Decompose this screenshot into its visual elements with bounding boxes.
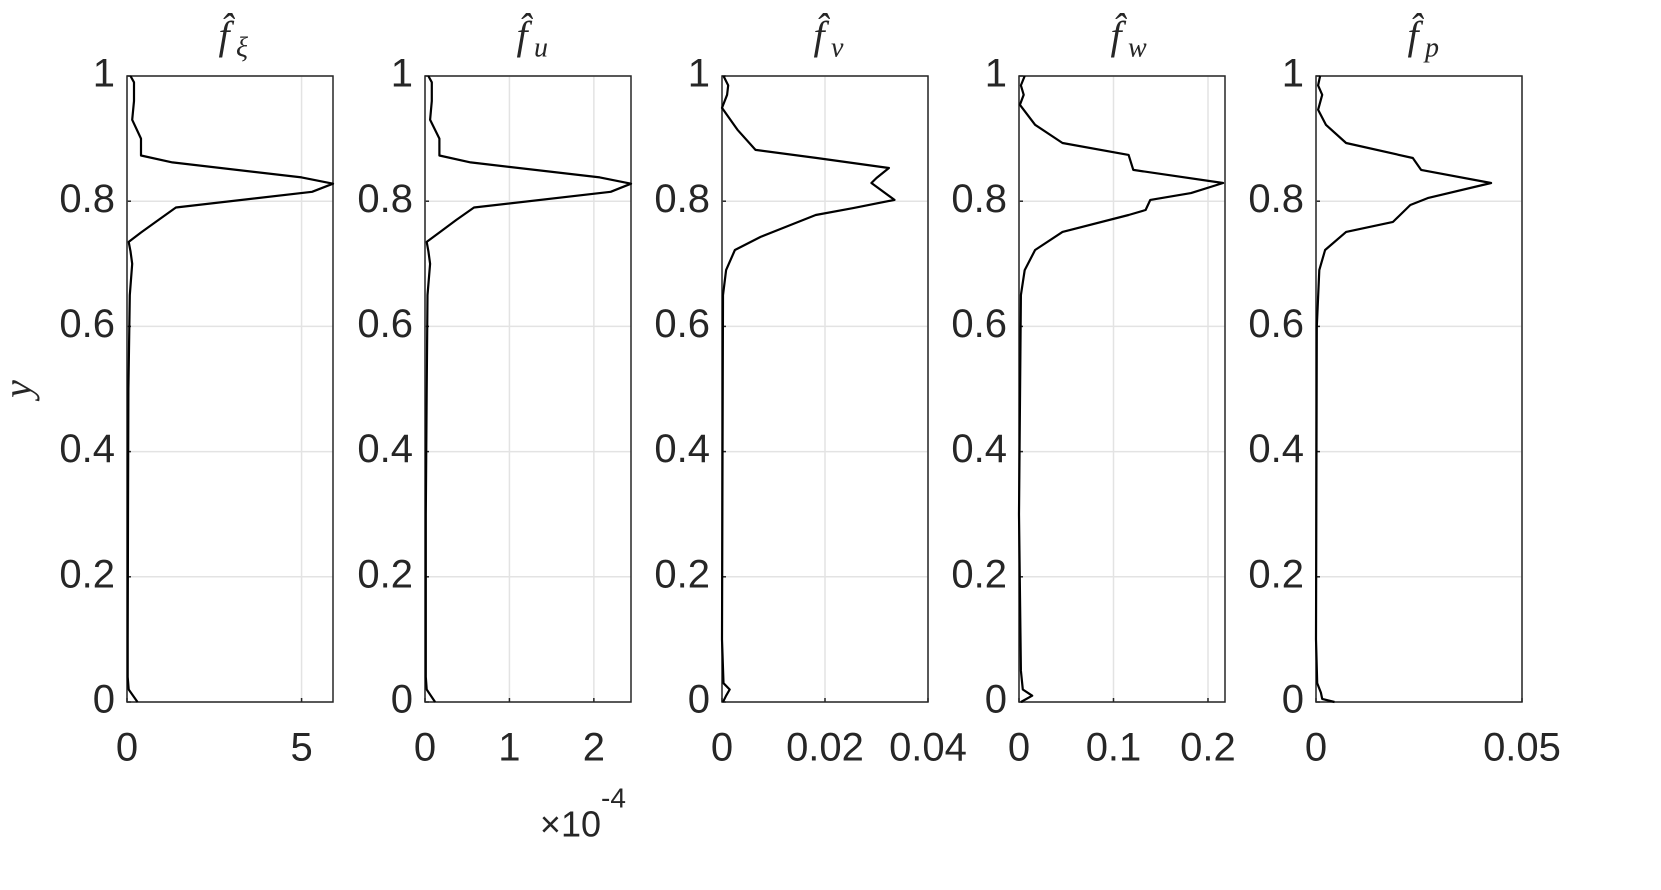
plot-area bbox=[1316, 76, 1522, 702]
y-tick-label: 0.4 bbox=[951, 427, 1007, 471]
y-tick-label: 0.6 bbox=[59, 302, 115, 346]
x-tick-label: 0 bbox=[414, 726, 436, 770]
plot-area bbox=[425, 76, 631, 702]
chart-title-subscript: u bbox=[534, 32, 548, 63]
axes-box bbox=[126, 75, 334, 703]
y-tick-label: 0.4 bbox=[654, 427, 710, 471]
y-tick-label: 0.2 bbox=[357, 552, 413, 596]
y-tick-label: 1 bbox=[1282, 52, 1304, 96]
x-tick-label: 0 bbox=[1305, 726, 1327, 770]
y-tick-label: 0 bbox=[93, 678, 115, 722]
x-tick-label: 0.04 bbox=[889, 726, 967, 770]
y-tick-label: 1 bbox=[985, 52, 1007, 96]
x-tick-label: 1 bbox=[498, 726, 520, 770]
profile-line bbox=[720, 75, 896, 703]
y-tick-label: 0.8 bbox=[654, 177, 710, 221]
x-tick-label: 0.02 bbox=[786, 726, 864, 770]
chart-title: f̂ bbox=[813, 13, 830, 58]
y-tick-label: 0 bbox=[985, 678, 1007, 722]
chart-title-subscript: w bbox=[1128, 32, 1147, 63]
x-tick-label: 0 bbox=[1008, 726, 1030, 770]
x-tick-label: 2 bbox=[583, 726, 605, 770]
y-tick-label: 0.6 bbox=[1248, 302, 1304, 346]
y-tick-label: 0.4 bbox=[1248, 427, 1304, 471]
y-tick-label: 0.8 bbox=[59, 177, 115, 221]
x-tick-label: 0.05 bbox=[1483, 726, 1561, 770]
y-tick-label: 0.8 bbox=[357, 177, 413, 221]
chart-title-subscript: v bbox=[831, 32, 844, 63]
chart-title: f̂ bbox=[218, 13, 235, 58]
profile-line bbox=[424, 75, 633, 703]
x-tick-label: 0.1 bbox=[1086, 726, 1142, 770]
y-tick-label: 0 bbox=[391, 678, 413, 722]
y-tick-label: 0.8 bbox=[1248, 177, 1304, 221]
x-multiplier: ×10 bbox=[540, 804, 601, 845]
y-tick-label: 0 bbox=[688, 678, 710, 722]
y-tick-label: 0.6 bbox=[951, 302, 1007, 346]
profile-line bbox=[1017, 75, 1225, 703]
x-tick-label: 5 bbox=[290, 726, 312, 770]
profile-line bbox=[1314, 75, 1493, 704]
y-tick-label: 0.4 bbox=[357, 427, 413, 471]
y-tick-label: 0.6 bbox=[357, 302, 413, 346]
chart-title: f̂ bbox=[1407, 13, 1424, 58]
y-tick-label: 0.6 bbox=[654, 302, 710, 346]
chart-title: f̂ bbox=[516, 13, 533, 58]
axes-box bbox=[424, 75, 632, 703]
chart-title-subscript: ξ bbox=[236, 32, 248, 63]
y-axis-label: y bbox=[0, 380, 40, 402]
y-tick-label: 1 bbox=[391, 52, 413, 96]
y-tick-label: 0.2 bbox=[654, 552, 710, 596]
y-tick-label: 0.2 bbox=[951, 552, 1007, 596]
y-tick-label: 0.2 bbox=[59, 552, 115, 596]
y-tick-label: 0.4 bbox=[59, 427, 115, 471]
y-tick-label: 0 bbox=[1282, 678, 1304, 722]
y-tick-label: 0.8 bbox=[951, 177, 1007, 221]
x-multiplier-exponent: -4 bbox=[601, 782, 626, 813]
x-tick-label: 0 bbox=[116, 726, 138, 770]
y-tick-label: 0.2 bbox=[1248, 552, 1304, 596]
chart-title-subscript: p bbox=[1423, 32, 1439, 63]
x-tick-label: 0.2 bbox=[1180, 726, 1236, 770]
plot-area bbox=[1019, 76, 1225, 702]
y-tick-label: 1 bbox=[688, 52, 710, 96]
chart-title: f̂ bbox=[1110, 13, 1127, 58]
x-tick-label: 0 bbox=[711, 726, 733, 770]
y-tick-label: 1 bbox=[93, 52, 115, 96]
profile-line bbox=[126, 75, 335, 703]
plot-area bbox=[127, 76, 333, 702]
